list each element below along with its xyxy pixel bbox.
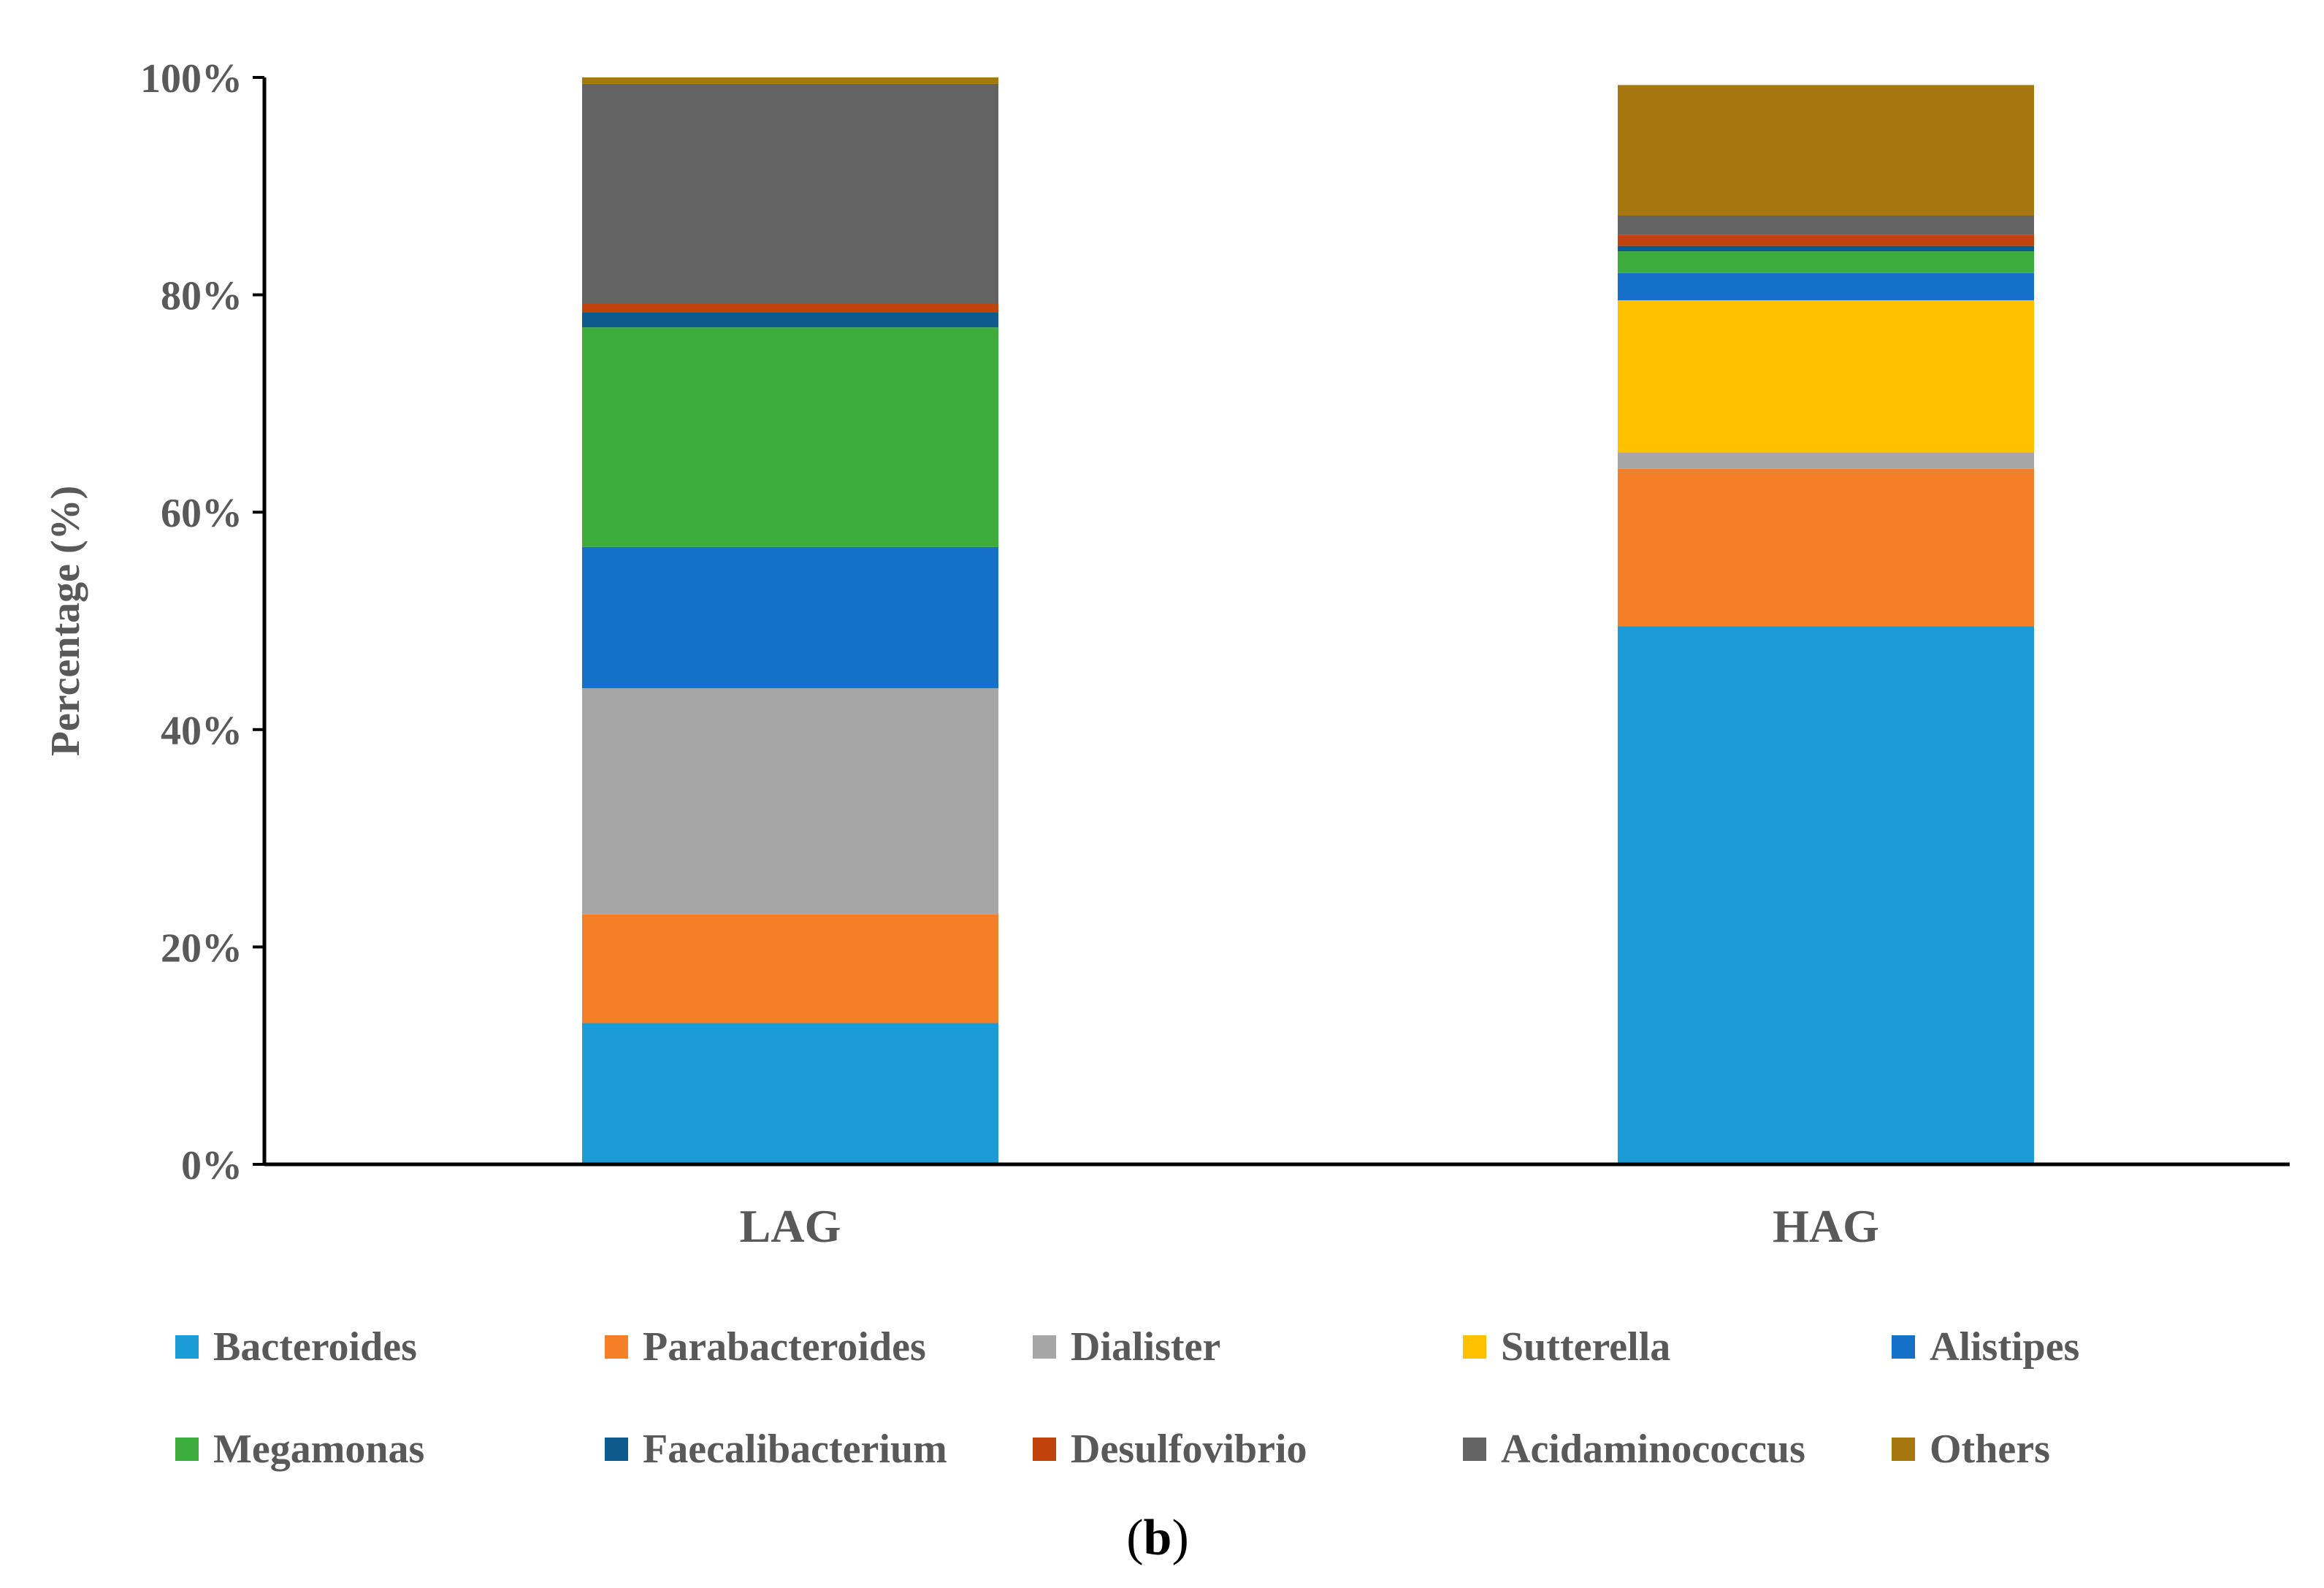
y-ticks: 0% 20% 40% 60% 80% 100% <box>140 56 264 1188</box>
legend-item-parabacteroides: Parabacteroides <box>605 1324 926 1370</box>
x-category-label-lag: LAG <box>740 1200 841 1252</box>
x-category-label-hag: HAG <box>1773 1200 1879 1252</box>
caption-open-paren: ( <box>1126 1510 1143 1566</box>
bar-segment-hag-dialister <box>1618 452 2034 469</box>
legend-label-acidaminococcus: Acidaminococcus <box>1501 1427 1805 1472</box>
y-tick-label-40: 40% <box>161 709 242 754</box>
bar-segment-hag-desulfovibrio <box>1618 234 2034 246</box>
bar-segment-hag-faecalibacterium <box>1618 245 2034 252</box>
legend-swatch-sutterella <box>1463 1335 1486 1359</box>
legend-item-others: Others <box>1892 1427 2050 1472</box>
legend-swatch-acidaminococcus <box>1463 1438 1486 1461</box>
y-tick-label-60: 60% <box>161 491 242 536</box>
legend-swatch-alistipes <box>1892 1335 1915 1359</box>
caption-letter: b <box>1144 1510 1172 1566</box>
legend-label-megamonas: Megamonas <box>213 1427 424 1472</box>
bar-segment-lag-acidaminococcus <box>582 83 998 304</box>
bar-segment-lag-alistipes <box>582 546 998 689</box>
bar-segment-lag-others <box>582 77 998 84</box>
bar-segment-hag-alistipes <box>1618 272 2034 301</box>
bar-segment-lag-desulfovibrio <box>582 303 998 313</box>
legend-swatch-parabacteroides <box>605 1335 628 1359</box>
bar-segment-lag-dialister <box>582 688 998 915</box>
legend-label-desulfovibrio: Desulfovibrio <box>1071 1427 1307 1472</box>
legend-label-sutterella: Sutterella <box>1501 1324 1670 1370</box>
legend-label-parabacteroides: Parabacteroides <box>643 1324 926 1370</box>
bar-segment-lag-faecalibacterium <box>582 312 998 328</box>
legend-item-acidaminococcus: Acidaminococcus <box>1463 1427 1805 1472</box>
figure-caption: (b) <box>1126 1510 1189 1566</box>
legend-swatch-bacteroides <box>175 1335 199 1359</box>
legend: Bacteroides Parabacteroides Dialister Sutte… <box>175 1324 2079 1472</box>
y-tick-label-80: 80% <box>161 274 242 319</box>
bars-layer <box>582 77 2034 1164</box>
legend-swatch-dialister <box>1033 1335 1056 1359</box>
bar-segment-hag-acidaminococcus <box>1618 215 2034 235</box>
caption-close-paren: ) <box>1171 1510 1188 1566</box>
legend-item-megamonas: Megamonas <box>175 1427 424 1472</box>
legend-swatch-megamonas <box>175 1438 199 1461</box>
legend-label-faecalibacterium: Faecalibacterium <box>643 1427 947 1472</box>
legend-item-desulfovibrio: Desulfovibrio <box>1033 1427 1307 1472</box>
legend-item-sutterella: Sutterella <box>1463 1324 1670 1370</box>
y-tick-label-100: 100% <box>140 56 242 102</box>
legend-label-bacteroides: Bacteroides <box>213 1324 417 1370</box>
legend-item-bacteroides: Bacteroides <box>175 1324 417 1370</box>
axes-layer <box>262 77 2290 1167</box>
bar-segment-hag-bacteroides <box>1618 626 2034 1164</box>
y-tick-label-20: 20% <box>161 925 242 971</box>
bar-segment-lag-parabacteroides <box>582 914 998 1023</box>
legend-swatch-desulfovibrio <box>1033 1438 1056 1461</box>
x-category-labels: LAG HAG <box>740 1200 1879 1252</box>
bar-segment-lag-bacteroides <box>582 1023 998 1164</box>
legend-item-alistipes: Alistipes <box>1892 1324 2079 1370</box>
legend-swatch-faecalibacterium <box>605 1438 628 1461</box>
legend-label-alistipes: Alistipes <box>1930 1324 2079 1370</box>
y-tick-label-0: 0% <box>181 1143 242 1188</box>
legend-label-dialister: Dialister <box>1071 1324 1220 1370</box>
legend-item-faecalibacterium: Faecalibacterium <box>605 1427 947 1472</box>
bar-segment-hag-parabacteroides <box>1618 468 2034 627</box>
legend-swatch-others <box>1892 1438 1915 1461</box>
legend-item-dialister: Dialister <box>1033 1324 1220 1370</box>
y-axis-label: Percentage (%) <box>43 486 88 757</box>
bar-segment-lag-megamonas <box>582 327 998 547</box>
legend-label-others: Others <box>1930 1427 2050 1472</box>
bar-segment-hag-others <box>1618 85 2034 215</box>
bar-segment-hag-megamonas <box>1618 251 2034 273</box>
bar-segment-hag-sutterella <box>1618 300 2034 453</box>
